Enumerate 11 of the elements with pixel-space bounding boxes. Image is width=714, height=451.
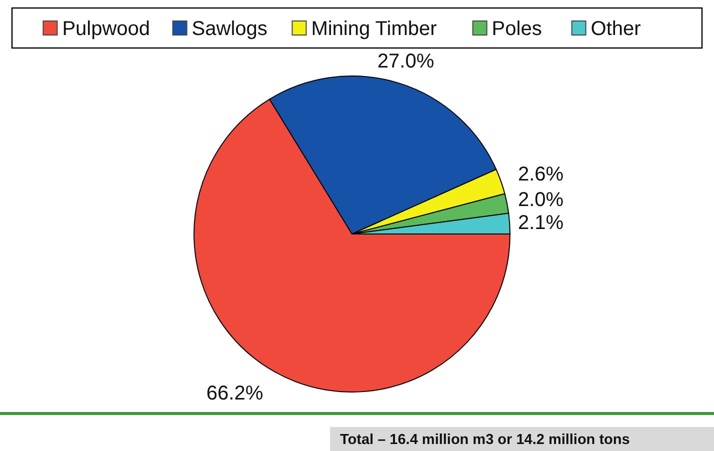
data-label: 66.2% — [206, 382, 264, 404]
data-label: 2.1% — [518, 212, 564, 234]
legend-label: Mining Timber — [311, 18, 438, 40]
data-label: 27.0% — [377, 50, 434, 72]
data-label: 2.0% — [518, 188, 564, 211]
legend-label: Other — [590, 18, 642, 40]
text: Total – 16.4 million m3 or 14.2 million tons — [340, 432, 630, 448]
legend-label: Sawlogs — [192, 18, 268, 40]
legend-label: Poles — [492, 18, 542, 40]
data-label: 2.6% — [518, 163, 564, 186]
legend-label: Pulpwood — [62, 18, 150, 40]
